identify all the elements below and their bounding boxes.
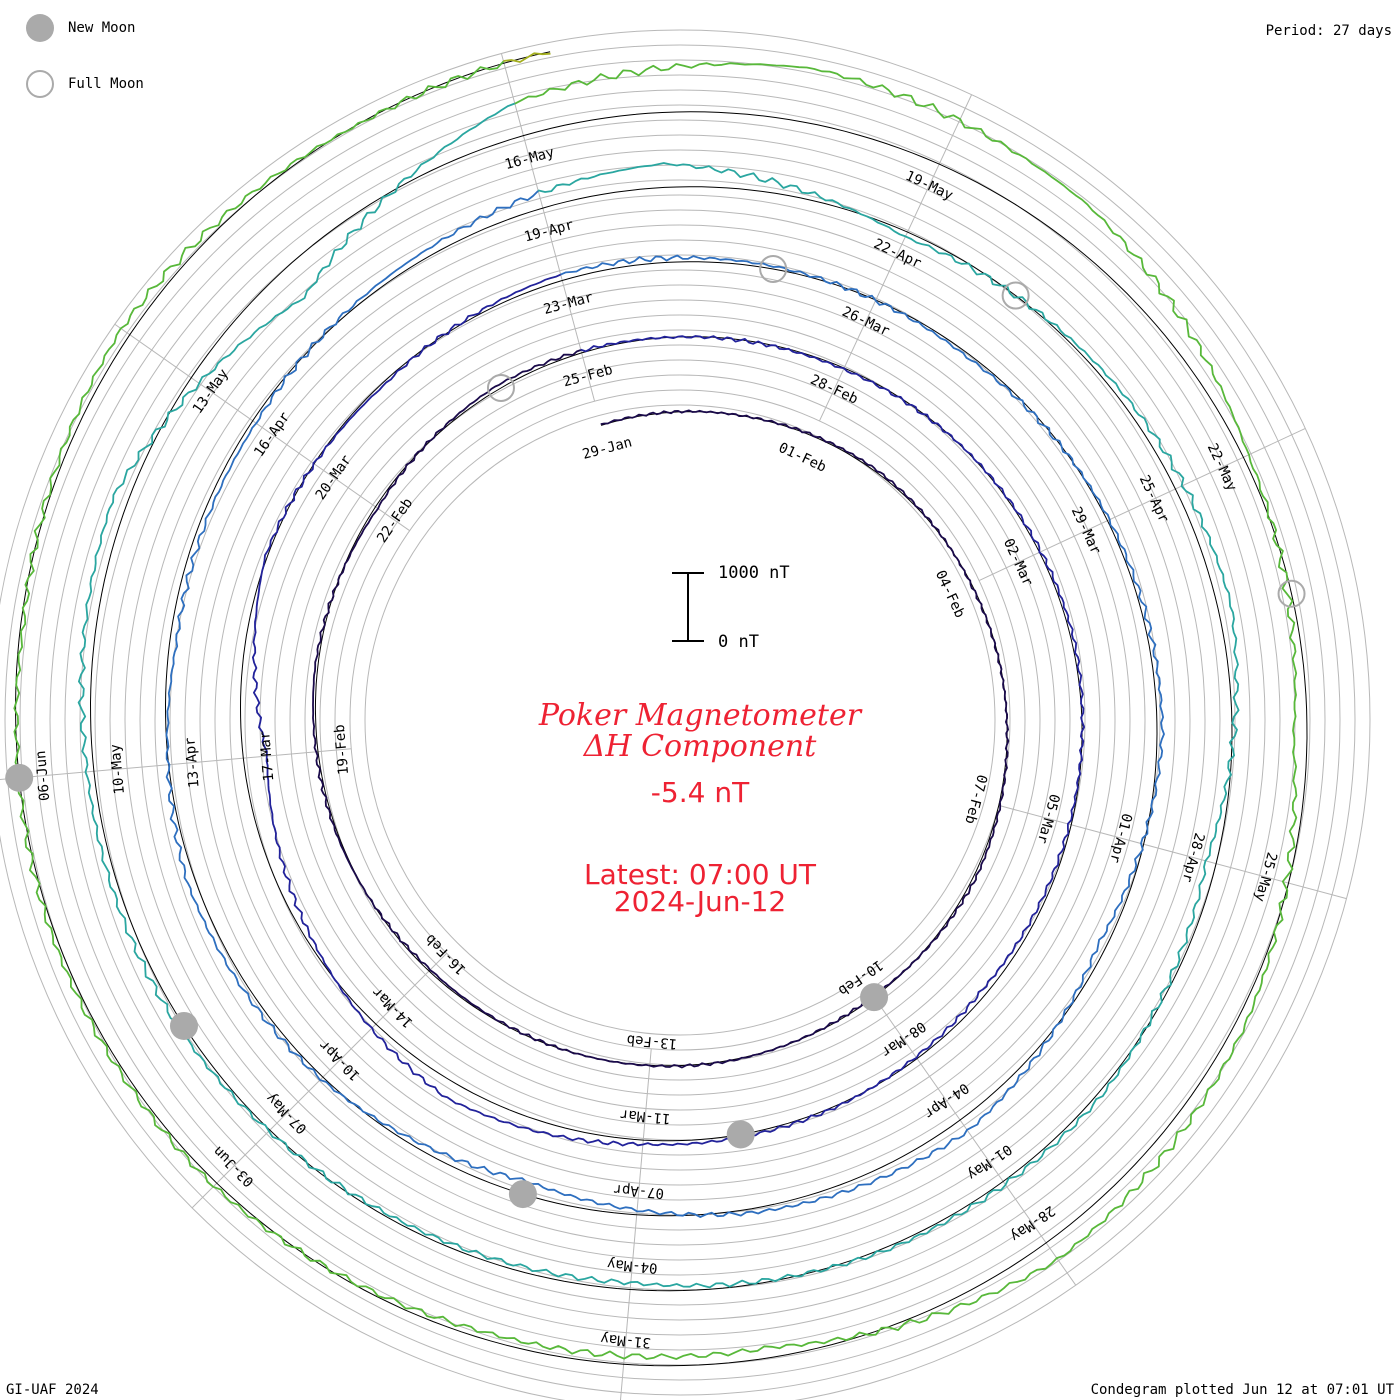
radial-spoke	[0, 748, 352, 780]
grid-circle	[169, 209, 1191, 1231]
new-moon-marker	[726, 1120, 755, 1149]
data-trace-turn-1	[312, 349, 1010, 1069]
date-label: 01-Apr	[1106, 812, 1135, 865]
data-trace-turn-5	[13, 60, 1298, 1360]
legend-full-moon: Full Moon	[26, 70, 144, 98]
legend-new-moon: New Moon	[26, 14, 135, 42]
data-trace-turn-3	[165, 190, 1165, 1218]
legend-new-moon-label: New Moon	[68, 20, 136, 36]
grid-circle	[139, 179, 1221, 1261]
date-label: 11-Mar	[619, 1106, 671, 1126]
footer-plot-time: Condegram plotted Jun 12 at 07:01 UT	[1090, 1382, 1394, 1398]
data-trace-turn-4	[77, 102, 1240, 1289]
date-label: 23-Mar	[542, 289, 595, 318]
grid-circle	[304, 344, 1056, 1096]
full-moon-icon	[26, 70, 54, 98]
date-label: 29-Mar	[1068, 504, 1104, 557]
latest-date: 2024-Jun-12	[613, 885, 787, 918]
grid-circle	[109, 149, 1251, 1291]
grid-circle	[214, 254, 1146, 1186]
grid-circle	[199, 239, 1161, 1201]
radial-spoke	[500, 53, 596, 402]
date-label: 08-Mar	[878, 1018, 929, 1060]
date-label: 16-May	[503, 145, 556, 174]
new-moon-marker	[508, 1180, 537, 1209]
grid-circle	[289, 329, 1071, 1111]
date-label: 02-Mar	[1000, 536, 1036, 589]
scale-bottom-label: 0 nT	[718, 632, 759, 652]
full-moon-marker	[759, 254, 788, 283]
date-label: 25-Feb	[561, 362, 614, 391]
full-moon-marker	[486, 373, 515, 402]
date-label: 22-May	[1204, 441, 1240, 494]
new-moon-marker	[169, 1011, 198, 1040]
radial-spoke	[114, 323, 410, 532]
date-label: 10-May	[108, 743, 128, 795]
grid-circle	[154, 194, 1206, 1246]
grid-circle	[4, 44, 1356, 1396]
baseline-spiral	[15, 51, 1308, 1367]
chart-subtitle: ΔH Component	[583, 729, 817, 764]
grid-circle	[319, 359, 1041, 1081]
new-moon-marker	[5, 763, 34, 792]
radial-spoke	[868, 990, 1077, 1286]
grid-circle	[244, 284, 1116, 1156]
grid-circle	[49, 89, 1311, 1351]
date-label: 07-Apr	[613, 1181, 665, 1201]
grid-circle	[79, 119, 1281, 1321]
current-value: -5.4 nT	[650, 776, 750, 809]
data-trace-turn-2	[252, 273, 1085, 1147]
grid-circle	[274, 314, 1086, 1126]
grid-circle	[94, 134, 1266, 1306]
date-label: 17-Mar	[257, 730, 277, 782]
date-label: 04-Apr	[921, 1079, 972, 1121]
radial-spoke	[819, 94, 973, 422]
date-label: 01-May	[964, 1141, 1015, 1183]
grid-circle	[334, 374, 1026, 1066]
full-moon-marker	[1001, 281, 1030, 310]
date-label: 13-Feb	[626, 1031, 678, 1051]
guide-layer	[15, 51, 1308, 1367]
date-label: 31-May	[600, 1330, 652, 1350]
legend-full-moon-label: Full Moon	[68, 76, 144, 92]
latest-time: Latest: 07:00 UT	[583, 858, 817, 891]
data-trace-turn-6	[503, 52, 551, 63]
new-moon-icon	[26, 14, 54, 42]
date-label: 19-Feb	[332, 724, 352, 776]
radial-spoke	[620, 1048, 652, 1400]
date-label: 13-Apr	[182, 737, 202, 789]
date-label: 28-May	[1007, 1202, 1058, 1244]
date-label: 06-Jun	[33, 750, 53, 802]
moon-layer	[5, 254, 1306, 1209]
period-label: Period: 27 days	[1265, 23, 1392, 39]
trace-layer	[13, 52, 1298, 1360]
date-label: 04-Feb	[932, 568, 968, 621]
scale-top-label: 1000 nT	[718, 563, 790, 583]
grid-circle	[364, 404, 996, 1036]
grid-circle	[229, 269, 1131, 1171]
grid-circle	[34, 74, 1326, 1366]
grid-circle	[0, 29, 1371, 1400]
date-label: 19-Apr	[523, 217, 576, 246]
footer-credit: GI-UAF 2024	[6, 1382, 99, 1398]
date-label: 01-Feb	[776, 440, 829, 476]
radial-spoke	[978, 427, 1306, 581]
grid-layer	[0, 29, 1371, 1400]
scale-bar	[672, 572, 704, 642]
new-moon-marker	[860, 983, 889, 1012]
date-label: 04-May	[606, 1255, 658, 1275]
full-moon-marker	[1277, 579, 1306, 608]
grid-circle	[349, 389, 1011, 1051]
date-label: 25-Apr	[1136, 473, 1172, 526]
grid-circle	[19, 59, 1341, 1381]
chart-title: Poker Magnetometer	[538, 698, 862, 733]
date-label: 29-Jan	[581, 434, 634, 463]
